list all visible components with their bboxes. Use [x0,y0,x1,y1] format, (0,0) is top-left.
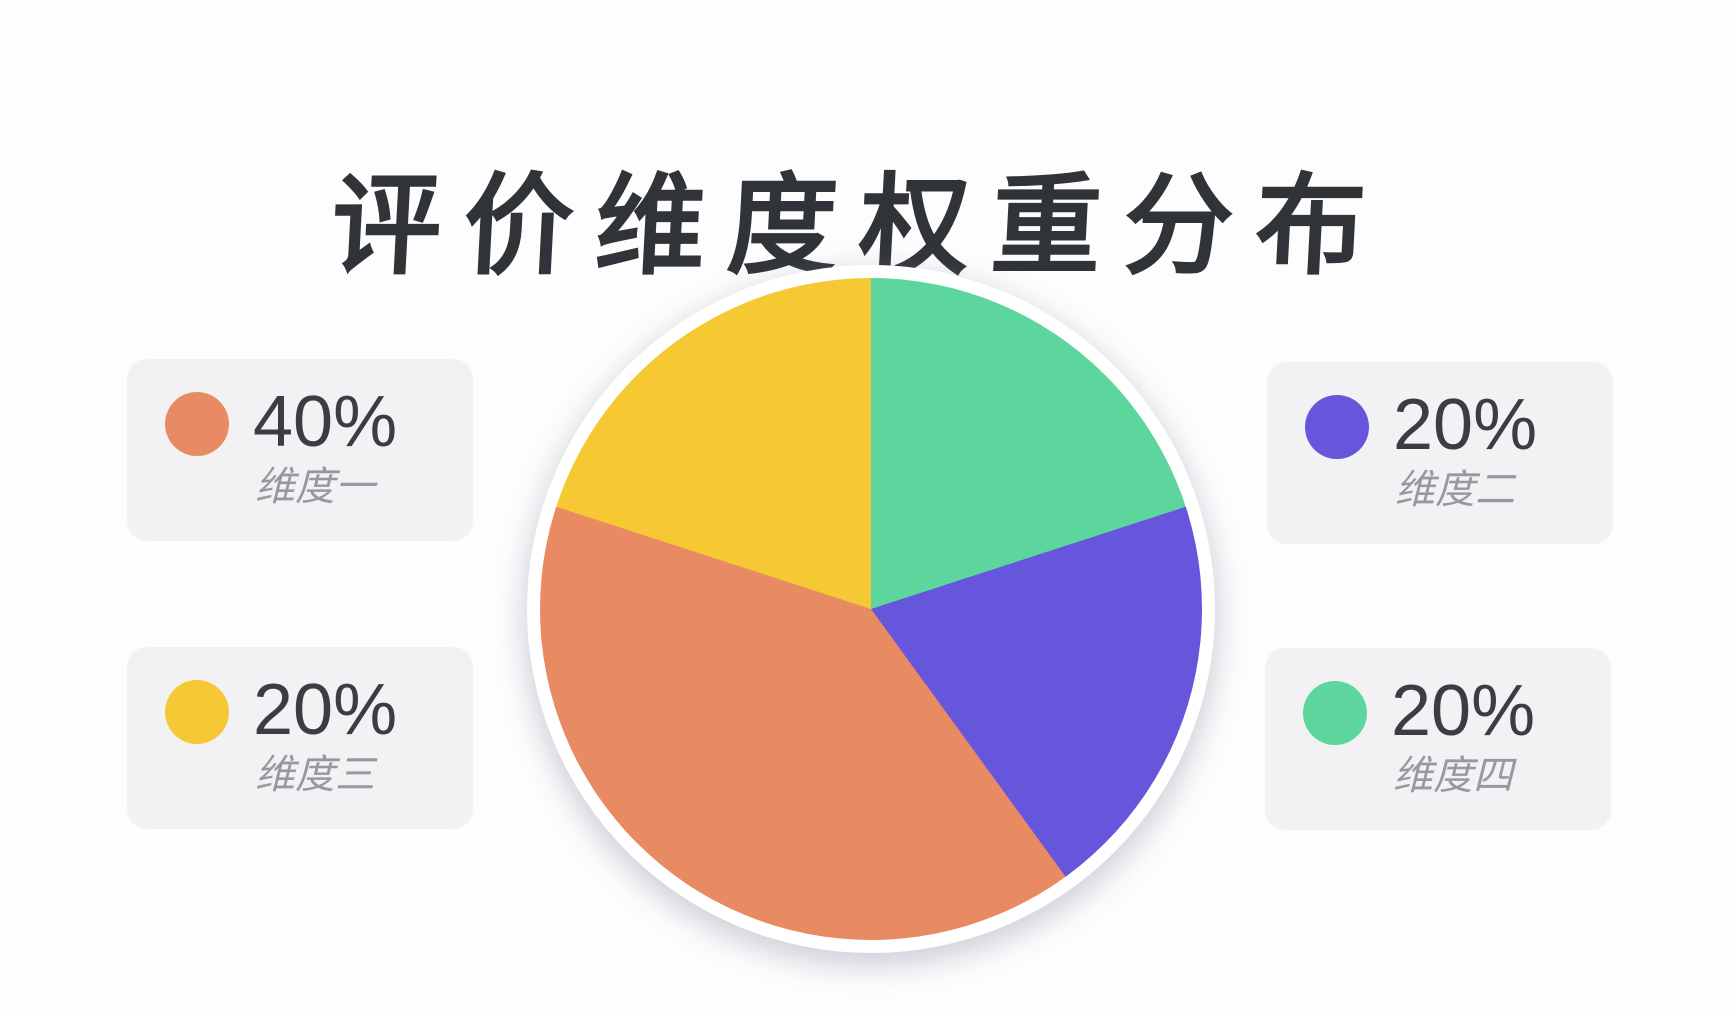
legend-percent-dimension-4: 20% [1391,671,1536,751]
legend-dot-dimension-1 [165,392,229,456]
legend-card-dimension-3: 20% 维度三 [127,647,473,829]
legend-percent-dimension-3: 20% [253,670,398,750]
legend-percent-dimension-1: 40% [253,382,398,462]
legend-label-dimension-1: 维度一 [255,465,375,509]
legend-dot-dimension-2 [1305,395,1369,459]
legend-card-dimension-4: 20% 维度四 [1265,648,1611,830]
legend-label-dimension-3: 维度三 [255,753,375,797]
legend-percent-dimension-2: 20% [1393,385,1538,465]
legend-dot-dimension-4 [1303,681,1367,745]
legend-label-dimension-4: 维度四 [1393,754,1513,798]
legend-label-dimension-2: 维度二 [1395,468,1515,512]
legend-card-dimension-2: 20% 维度二 [1267,362,1613,544]
legend-dot-dimension-3 [165,680,229,744]
pie-chart-disc [527,265,1215,953]
legend-card-dimension-1: 40% 维度一 [127,359,473,541]
pie [540,278,1202,940]
